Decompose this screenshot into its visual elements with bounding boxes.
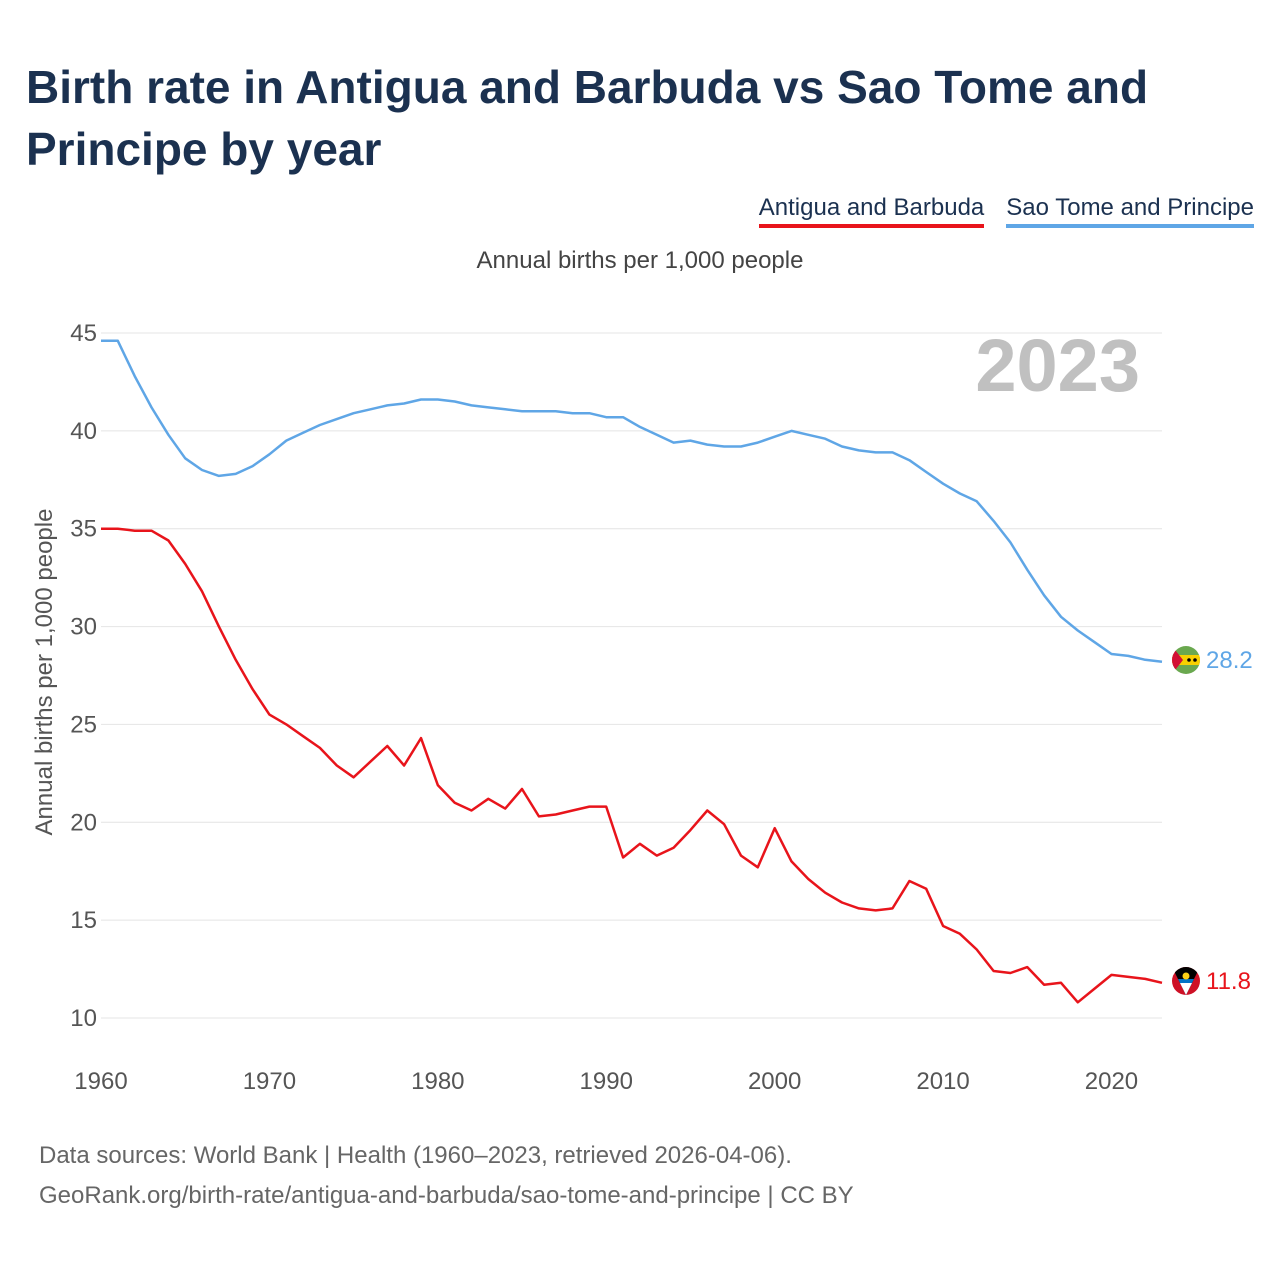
y-tick-label: 20	[70, 809, 97, 836]
series-line-sao-tome	[101, 339, 1163, 664]
x-tick-label: 2020	[1085, 1068, 1138, 1095]
y-tick-label: 35	[70, 516, 97, 543]
x-axis-ticks: 1960 1970 1980 1990 2000 2010 2020	[74, 1068, 1138, 1095]
sao-tome-flag-icon	[1172, 646, 1200, 674]
x-tick-label: 1970	[243, 1068, 296, 1095]
y-axis-ticks: 10 15 20 25 30 35 40 45	[70, 320, 97, 1032]
line-chart: 10 15 20 25 30 35 40 45 1960 1970 1980 1990 2000 201…	[31, 320, 1253, 1095]
y-tick-label: 25	[70, 711, 97, 738]
series-group	[101, 339, 1163, 1004]
y-tick-label: 15	[70, 907, 97, 934]
antigua-flag-icon	[1172, 967, 1200, 995]
x-tick-label: 1980	[411, 1068, 464, 1095]
y-tick-label: 40	[70, 418, 97, 445]
x-tick-label: 1960	[74, 1068, 127, 1095]
footer-url[interactable]: GeoRank.org/birth-rate/antigua-and-barbu…	[39, 1182, 854, 1209]
footer-sources: Data sources: World Bank | Health (1960–…	[39, 1142, 792, 1169]
x-tick-label: 2010	[916, 1068, 969, 1095]
y-axis-label: Annual births per 1,000 people	[31, 509, 58, 836]
chart-title: Birth rate in Antigua and Barbuda vs Sao…	[26, 61, 1149, 175]
y-tick-label: 30	[70, 614, 97, 641]
year-watermark: 2023	[975, 324, 1140, 407]
footer: Data sources: World Bank | Health (1960–…	[39, 1136, 854, 1216]
end-label-sao-tome: 28.2	[1206, 647, 1253, 674]
y-tick-label: 45	[70, 320, 97, 347]
chart-subtitle: Annual births per 1,000 people	[476, 247, 804, 274]
legend: Antigua and Barbuda Sao Tome and Princip…	[758, 194, 1254, 228]
x-tick-label: 1990	[580, 1068, 633, 1095]
end-label-antigua: 11.8	[1206, 968, 1251, 995]
legend-item-sao-tome[interactable]: Sao Tome and Principe	[1006, 194, 1254, 228]
grid	[101, 332, 1162, 1019]
legend-item-antigua[interactable]: Antigua and Barbuda	[758, 194, 985, 228]
x-tick-label: 2000	[748, 1068, 801, 1095]
y-tick-label: 10	[70, 1005, 97, 1032]
series-line-antigua	[101, 527, 1163, 1004]
